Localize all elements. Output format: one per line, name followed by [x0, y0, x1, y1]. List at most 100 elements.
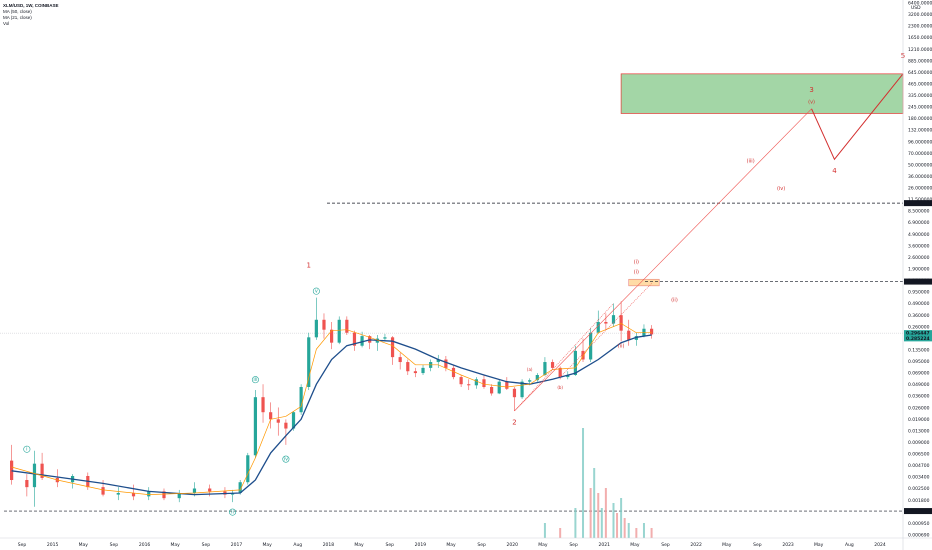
- candle-body: [269, 412, 273, 420]
- y-tick-label: 0.001800: [908, 498, 930, 504]
- y-tick-label: 0.049000: [908, 382, 930, 388]
- x-tick-label: Sep: [385, 542, 394, 548]
- candle-body: [474, 379, 478, 386]
- wave-label: v: [315, 289, 318, 295]
- symbol-title[interactable]: XLM/USD, 1W, COINBASE: [3, 3, 59, 8]
- wave-label-circle: [23, 445, 31, 453]
- volume-bar: [600, 508, 603, 538]
- candle-body: [482, 379, 486, 387]
- candle-body: [162, 491, 166, 499]
- wave-label: (i): [634, 260, 639, 266]
- y-tick-label: 0.026000: [908, 405, 930, 411]
- candle-body: [147, 491, 151, 497]
- wave-label-circle: [229, 508, 237, 516]
- price-tag-text: 0.001136: [906, 509, 930, 515]
- price-tag-text: 0.285224: [906, 336, 930, 342]
- volume-bar: [543, 523, 546, 538]
- candle-body: [383, 337, 387, 339]
- price-tag-text: 1.486058: [906, 279, 930, 285]
- price-tag-box: [904, 278, 932, 285]
- candle-body: [284, 422, 288, 429]
- volume-bar: [593, 468, 596, 538]
- channel-line: [514, 303, 614, 412]
- x-tick-label: Sep: [753, 542, 762, 548]
- volume-legend[interactable]: Vol: [3, 21, 10, 26]
- candle-body: [444, 359, 448, 368]
- y-tick-label: 0.095000: [908, 359, 930, 365]
- x-tick-label: Sep: [202, 542, 211, 548]
- candle-body: [116, 492, 120, 495]
- x-tick-label: Sep: [110, 542, 119, 548]
- wave-label-circle: [251, 376, 259, 384]
- candle-body: [276, 419, 280, 423]
- price-tag-box: [904, 330, 932, 337]
- x-tick-label: 2020: [507, 542, 519, 548]
- projection-layer: [514, 73, 904, 412]
- candle-body: [10, 460, 14, 481]
- candle-body: [307, 337, 311, 387]
- volume-bar: [616, 513, 619, 538]
- x-tick-label: 2022: [690, 542, 702, 548]
- wave-label: (iv): [777, 186, 785, 192]
- time-axis[interactable]: Sep 2015 May Sep 2016 May Sep 2017 May Aug 2018 May…: [18, 542, 886, 548]
- candle-body: [352, 332, 357, 346]
- y-tick-label: 0.260000: [908, 324, 930, 330]
- ma50-line: [11, 334, 652, 496]
- y-tick-label: 0.002500: [908, 486, 930, 492]
- candle-body: [573, 350, 577, 376]
- price-tag-text: 17.285148: [906, 201, 932, 207]
- y-tick-label: 0.003400: [908, 475, 930, 481]
- candle-body: [192, 488, 197, 493]
- candle-body: [314, 319, 318, 338]
- wave-label: 3: [809, 86, 813, 94]
- candle-body: [604, 321, 608, 324]
- volume-bar: [582, 428, 585, 538]
- y-tick-label: 96.000000: [908, 139, 932, 145]
- y-tick-label: 0.950000: [908, 290, 930, 296]
- volume-bar: [623, 518, 626, 538]
- candle-body: [611, 315, 616, 324]
- y-tick-label: 3.600000: [908, 243, 930, 249]
- x-tick-label: 2024: [874, 542, 886, 548]
- wave-label: 2: [512, 419, 516, 427]
- candle-body: [634, 336, 638, 340]
- x-tick-label: Aug: [845, 542, 854, 548]
- y-tick-label: 0.000950: [908, 521, 930, 527]
- y-tick-label: 1.900000: [908, 267, 930, 273]
- wave-label: ii: [231, 510, 234, 516]
- price-tag-box: [904, 508, 932, 515]
- price-axis[interactable]: 6400.000000 3200.000000 2300.000000 1650.00…: [908, 1, 932, 539]
- volume-bar: [650, 528, 653, 538]
- ma21-line: [11, 323, 652, 495]
- x-tick-label: 2015: [47, 542, 59, 548]
- candle-body: [322, 319, 326, 330]
- x-tick-label: 2023: [782, 542, 794, 548]
- candle-body: [596, 321, 600, 333]
- candle-body: [413, 371, 418, 374]
- candle-body: [246, 455, 250, 483]
- candle-body: [40, 463, 44, 478]
- y-tick-label: 26.000000: [908, 186, 932, 192]
- candle-body: [253, 397, 258, 456]
- currency-label: USD: [911, 5, 921, 11]
- candle-body: [566, 375, 570, 378]
- candle-body: [497, 381, 501, 394]
- ma50-legend[interactable]: MA (50, close): [3, 9, 32, 14]
- y-tick-label: 0.013000: [908, 428, 930, 434]
- wave-label: (v): [808, 99, 815, 105]
- y-tick-label: 0.490000: [908, 301, 930, 307]
- ma21-legend[interactable]: MA (21, close): [3, 15, 32, 20]
- volume-bar: [635, 528, 638, 538]
- wave-3-projection: [514, 108, 812, 412]
- y-tick-label: 6.900000: [908, 220, 930, 226]
- candle-body: [32, 463, 37, 488]
- x-tick-label: May: [446, 542, 456, 548]
- wave-label: (b): [557, 385, 563, 390]
- candle-body: [390, 337, 395, 358]
- candle-body: [436, 359, 440, 363]
- wave-label: iv: [284, 457, 288, 463]
- wave-label: iii: [253, 377, 257, 383]
- x-tick-label: May: [538, 542, 548, 548]
- candle-body: [330, 329, 334, 343]
